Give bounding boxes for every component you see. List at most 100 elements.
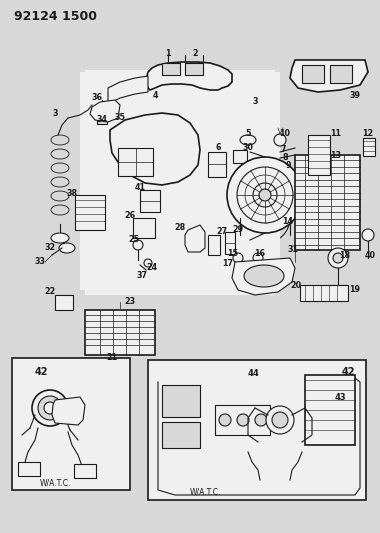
Bar bbox=[330, 65, 352, 83]
Bar bbox=[55, 295, 73, 310]
Bar bbox=[305, 375, 355, 445]
Text: 2: 2 bbox=[192, 49, 198, 58]
Text: 43: 43 bbox=[335, 393, 347, 402]
Circle shape bbox=[227, 157, 303, 233]
Text: 24: 24 bbox=[146, 263, 158, 272]
Text: 30: 30 bbox=[242, 143, 253, 152]
Text: 14: 14 bbox=[282, 217, 293, 227]
Text: 7: 7 bbox=[280, 146, 286, 155]
Circle shape bbox=[219, 414, 231, 426]
Text: 41: 41 bbox=[135, 183, 146, 192]
Text: 9: 9 bbox=[285, 160, 291, 169]
Bar bbox=[133, 218, 155, 238]
Text: 11: 11 bbox=[331, 128, 342, 138]
Text: 35: 35 bbox=[114, 114, 125, 123]
Bar bbox=[208, 152, 226, 177]
Circle shape bbox=[133, 240, 143, 250]
Polygon shape bbox=[185, 225, 205, 252]
Polygon shape bbox=[52, 397, 85, 425]
Text: 8: 8 bbox=[282, 154, 288, 163]
Text: 20: 20 bbox=[290, 280, 302, 289]
Polygon shape bbox=[80, 72, 280, 290]
Text: 16: 16 bbox=[255, 248, 266, 257]
Polygon shape bbox=[232, 258, 295, 295]
Circle shape bbox=[253, 183, 277, 207]
Text: 31: 31 bbox=[288, 246, 299, 254]
Text: 6: 6 bbox=[215, 143, 221, 152]
Polygon shape bbox=[146, 62, 232, 90]
Bar bbox=[215, 405, 270, 435]
Text: 27: 27 bbox=[217, 228, 228, 237]
Bar bbox=[302, 65, 324, 83]
Bar bbox=[300, 285, 348, 301]
Text: 26: 26 bbox=[124, 211, 136, 220]
Circle shape bbox=[362, 229, 374, 241]
Text: 42: 42 bbox=[342, 367, 356, 377]
Ellipse shape bbox=[51, 233, 69, 243]
Bar bbox=[295, 155, 360, 250]
Text: 3: 3 bbox=[52, 109, 58, 117]
Text: 36: 36 bbox=[92, 93, 103, 101]
Bar bbox=[12, 358, 130, 490]
Text: 5: 5 bbox=[245, 128, 251, 138]
Polygon shape bbox=[85, 70, 275, 295]
Text: 12: 12 bbox=[363, 128, 374, 138]
Text: 4: 4 bbox=[152, 91, 158, 100]
Text: 32: 32 bbox=[44, 244, 55, 253]
Circle shape bbox=[255, 414, 267, 426]
Text: 22: 22 bbox=[44, 287, 55, 296]
Text: 3: 3 bbox=[252, 98, 258, 107]
Bar bbox=[308, 135, 330, 175]
Bar bbox=[225, 232, 235, 254]
Bar bbox=[162, 422, 200, 448]
Text: 10: 10 bbox=[280, 128, 290, 138]
Polygon shape bbox=[90, 100, 120, 122]
Text: 42: 42 bbox=[35, 367, 49, 377]
Text: W/A.T.C.: W/A.T.C. bbox=[190, 488, 222, 497]
Bar bbox=[148, 360, 366, 500]
Text: 37: 37 bbox=[136, 271, 147, 279]
Bar bbox=[162, 63, 180, 75]
Circle shape bbox=[333, 253, 343, 263]
Text: 13: 13 bbox=[331, 150, 342, 159]
Circle shape bbox=[253, 253, 263, 263]
Bar bbox=[162, 385, 200, 417]
Circle shape bbox=[237, 167, 293, 223]
Text: 1: 1 bbox=[165, 49, 171, 58]
Bar bbox=[85, 310, 155, 355]
Bar bbox=[74, 464, 96, 478]
Circle shape bbox=[328, 248, 348, 268]
Ellipse shape bbox=[244, 265, 284, 287]
Circle shape bbox=[272, 412, 288, 428]
Bar bbox=[118, 148, 153, 176]
Text: 34: 34 bbox=[97, 116, 108, 125]
Text: 38: 38 bbox=[66, 189, 78, 198]
Text: 44: 44 bbox=[248, 368, 260, 377]
Text: 17: 17 bbox=[223, 259, 233, 268]
Circle shape bbox=[259, 189, 271, 201]
Bar bbox=[75, 195, 105, 230]
Circle shape bbox=[144, 259, 152, 267]
Bar bbox=[140, 190, 160, 212]
Text: 21: 21 bbox=[106, 352, 117, 361]
Text: 15: 15 bbox=[228, 249, 239, 259]
Polygon shape bbox=[290, 60, 368, 92]
Text: 39: 39 bbox=[350, 91, 361, 100]
Circle shape bbox=[32, 390, 68, 426]
Text: 29: 29 bbox=[233, 225, 244, 235]
Circle shape bbox=[237, 414, 249, 426]
Circle shape bbox=[38, 396, 62, 420]
Circle shape bbox=[274, 134, 286, 146]
Polygon shape bbox=[108, 76, 148, 104]
Ellipse shape bbox=[59, 243, 75, 253]
Circle shape bbox=[44, 402, 56, 414]
Text: 18: 18 bbox=[339, 251, 351, 260]
Text: 25: 25 bbox=[128, 236, 139, 245]
Text: 33: 33 bbox=[35, 257, 46, 266]
Bar bbox=[363, 138, 375, 156]
Text: 28: 28 bbox=[174, 223, 185, 232]
Circle shape bbox=[233, 253, 243, 263]
Bar bbox=[97, 110, 107, 124]
Text: 92124 1500: 92124 1500 bbox=[14, 10, 97, 23]
Ellipse shape bbox=[240, 135, 256, 145]
